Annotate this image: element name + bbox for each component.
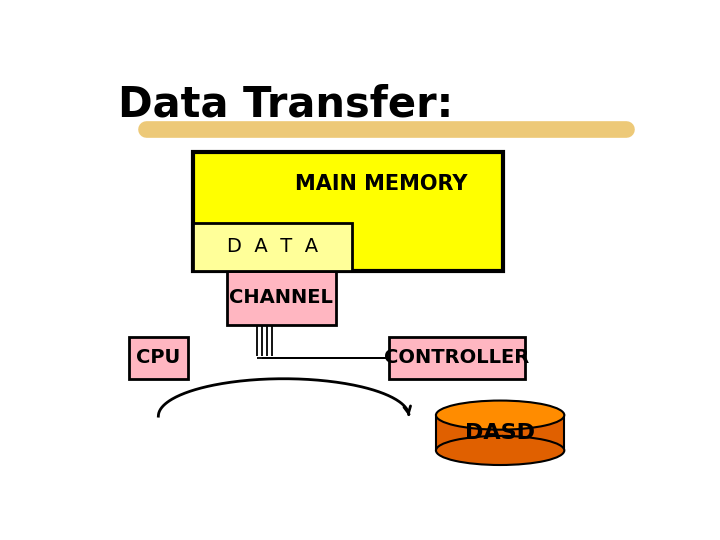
Ellipse shape <box>436 436 564 465</box>
Ellipse shape <box>436 401 564 430</box>
Bar <box>193 152 503 271</box>
Bar <box>436 415 564 450</box>
Text: CPU: CPU <box>136 348 181 367</box>
Bar <box>389 337 526 379</box>
Text: CHANNEL: CHANNEL <box>229 288 333 307</box>
Text: DASD: DASD <box>465 423 535 443</box>
Text: MAIN MEMORY: MAIN MEMORY <box>295 174 468 194</box>
Bar <box>193 223 352 271</box>
Bar <box>129 337 188 379</box>
Bar <box>227 271 336 325</box>
Text: CONTROLLER: CONTROLLER <box>384 348 529 367</box>
Text: Data Transfer:: Data Transfer: <box>118 84 453 125</box>
Text: D  A  T  A: D A T A <box>228 237 318 256</box>
